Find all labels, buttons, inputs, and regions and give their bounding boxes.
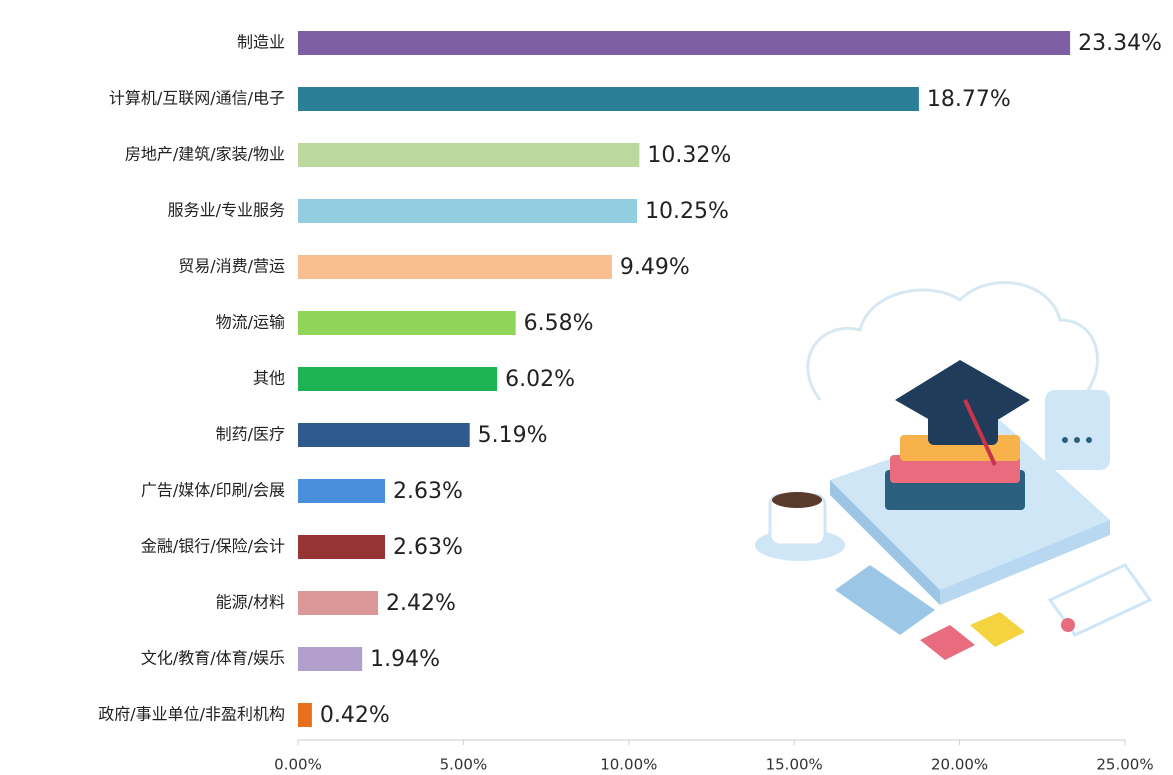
bar bbox=[298, 535, 386, 559]
bar bbox=[298, 703, 312, 727]
category-label: 物流/运输 bbox=[216, 313, 285, 332]
bar bbox=[298, 591, 379, 615]
value-label: 9.49% bbox=[620, 255, 690, 280]
bar bbox=[298, 311, 516, 335]
bar bbox=[298, 367, 498, 391]
bar bbox=[298, 647, 363, 671]
bar bbox=[298, 423, 470, 447]
bar bbox=[298, 143, 640, 167]
bar bbox=[298, 199, 638, 223]
illustration bbox=[755, 281, 1153, 660]
category-label: 服务业/专业服务 bbox=[168, 201, 285, 220]
value-label: 10.32% bbox=[647, 143, 731, 168]
category-label: 广告/媒体/印刷/会展 bbox=[141, 481, 285, 500]
value-label: 10.25% bbox=[645, 199, 729, 224]
category-label: 制药/医疗 bbox=[216, 425, 285, 444]
bar bbox=[298, 255, 612, 279]
value-label: 6.58% bbox=[524, 311, 594, 336]
x-tick-label: 0.00% bbox=[274, 756, 322, 774]
category-label: 政府/事业单位/非盈利机构 bbox=[98, 705, 285, 724]
value-label: 23.34% bbox=[1078, 31, 1162, 56]
category-label: 能源/材料 bbox=[216, 593, 285, 612]
x-tick-label: 25.00% bbox=[1096, 756, 1153, 774]
x-tick-label: 10.00% bbox=[600, 756, 657, 774]
category-label: 其他 bbox=[253, 369, 285, 388]
value-label: 2.63% bbox=[393, 479, 463, 504]
x-tick-label: 20.00% bbox=[931, 756, 988, 774]
bar bbox=[298, 87, 919, 111]
value-label: 0.42% bbox=[320, 703, 390, 728]
value-label: 2.63% bbox=[393, 535, 463, 560]
value-label: 1.94% bbox=[370, 647, 440, 672]
x-tick-label: 15.00% bbox=[766, 756, 823, 774]
value-label: 5.19% bbox=[478, 423, 548, 448]
category-label: 文化/教育/体育/娱乐 bbox=[141, 649, 285, 668]
bar bbox=[298, 479, 386, 503]
category-label: 制造业 bbox=[237, 33, 285, 52]
value-label: 2.42% bbox=[386, 591, 456, 616]
value-label: 18.77% bbox=[927, 87, 1011, 112]
category-label: 计算机/互联网/通信/电子 bbox=[109, 89, 285, 108]
x-tick-label: 5.00% bbox=[440, 756, 488, 774]
value-label: 6.02% bbox=[505, 367, 575, 392]
bar bbox=[298, 31, 1071, 55]
category-label: 金融/银行/保险/会计 bbox=[141, 537, 285, 556]
category-label: 贸易/消费/营运 bbox=[178, 257, 285, 276]
category-label: 房地产/建筑/家装/物业 bbox=[125, 145, 285, 164]
